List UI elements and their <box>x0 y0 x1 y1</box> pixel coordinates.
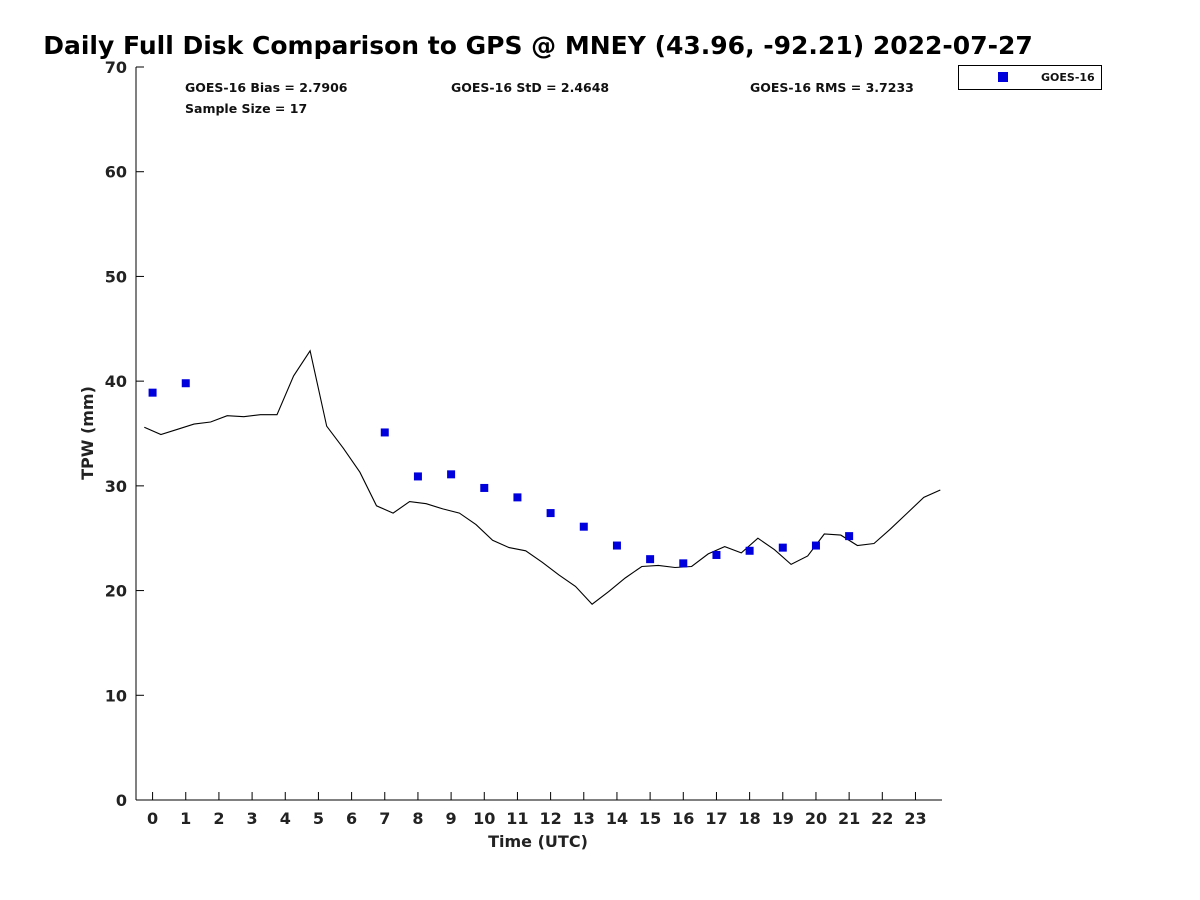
data-point <box>745 546 754 555</box>
data-point <box>679 559 688 568</box>
y-tick-label: 40 <box>105 372 127 391</box>
y-tick-label: 60 <box>105 163 127 182</box>
bias-stat: GOES-16 Bias = 2.7906 <box>185 80 348 95</box>
y-tick-label: 20 <box>105 582 127 601</box>
legend-label: GOES-16 <box>1041 71 1095 84</box>
x-tick-label: 18 <box>738 809 760 828</box>
data-point <box>811 541 820 550</box>
sample-size-stat: Sample Size = 17 <box>185 101 307 116</box>
y-tick-label: 30 <box>105 477 127 496</box>
x-tick-label: 5 <box>313 809 324 828</box>
rms-stat: GOES-16 RMS = 3.7233 <box>750 80 914 95</box>
data-point <box>712 550 721 559</box>
x-tick-label: 10 <box>473 809 495 828</box>
x-tick-label: 19 <box>772 809 794 828</box>
data-point <box>480 483 489 492</box>
x-tick-label: 21 <box>838 809 860 828</box>
data-point <box>612 541 621 550</box>
x-tick-label: 11 <box>506 809 528 828</box>
x-tick-label: 12 <box>539 809 561 828</box>
data-point <box>845 532 854 541</box>
x-tick-label: 22 <box>871 809 893 828</box>
x-tick-label: 23 <box>904 809 926 828</box>
x-tick-label: 3 <box>247 809 258 828</box>
legend-marker <box>998 72 1008 82</box>
data-point <box>380 428 389 437</box>
x-tick-label: 9 <box>446 809 457 828</box>
legend: GOES-16 <box>958 65 1102 90</box>
x-tick-label: 20 <box>805 809 827 828</box>
chart-title: Daily Full Disk Comparison to GPS @ MNEY… <box>43 31 1033 60</box>
y-axis-label: TPW (mm) <box>78 386 97 480</box>
y-tick-label: 0 <box>116 791 127 810</box>
data-point <box>646 555 655 564</box>
stats-annotations: GOES-16 Bias = 2.7906 GOES-16 StD = 2.46… <box>185 80 914 116</box>
y-tick-label: 10 <box>105 686 127 705</box>
x-tick-label: 13 <box>573 809 595 828</box>
std-stat: GOES-16 StD = 2.4648 <box>451 80 609 95</box>
data-point <box>181 379 190 388</box>
x-tick-label: 7 <box>379 809 390 828</box>
series-line <box>144 349 941 605</box>
legend-box <box>958 65 1102 90</box>
y-tick-label: 70 <box>105 58 127 77</box>
data-point <box>148 388 157 397</box>
x-tick-label: 6 <box>346 809 357 828</box>
x-tick-label: 15 <box>639 809 661 828</box>
data-point <box>413 472 422 481</box>
y-tick-label: 50 <box>105 267 127 286</box>
data-point <box>546 509 555 518</box>
data-point <box>778 543 787 552</box>
x-tick-label: 17 <box>705 809 727 828</box>
x-axis-label: Time (UTC) <box>488 832 588 851</box>
data-point <box>513 493 522 502</box>
x-tick-label: 2 <box>213 809 224 828</box>
x-tick-label: 0 <box>147 809 158 828</box>
data-point <box>447 470 456 479</box>
x-tick-label: 14 <box>606 809 628 828</box>
data-point <box>579 522 588 531</box>
x-tick-label: 4 <box>280 809 291 828</box>
x-tick-label: 1 <box>180 809 191 828</box>
x-tick-label: 8 <box>412 809 423 828</box>
x-tick-label: 16 <box>672 809 694 828</box>
